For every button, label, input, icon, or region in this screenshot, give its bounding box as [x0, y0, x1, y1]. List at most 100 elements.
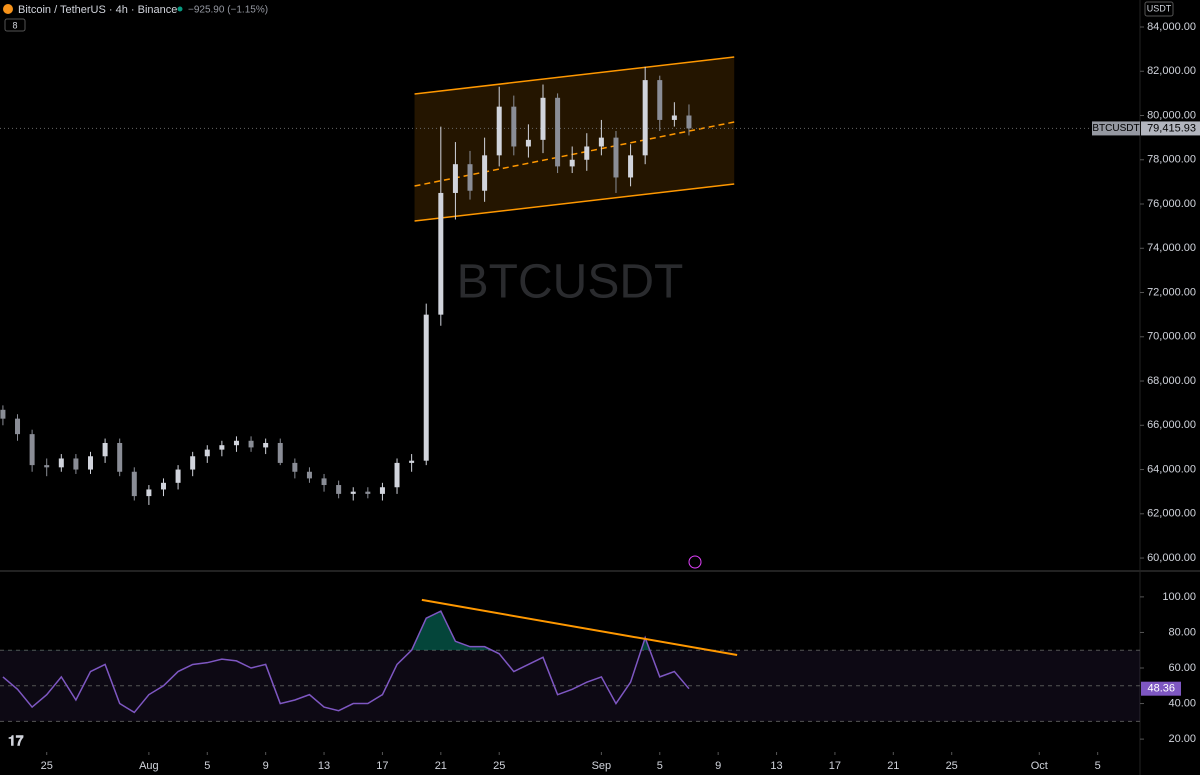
x-tick-label: 21 [887, 760, 899, 772]
currency: USDT [1147, 3, 1172, 13]
x-tick-label: 13 [770, 760, 782, 772]
candle-body [219, 445, 225, 450]
candle-body [15, 418, 21, 435]
x-tick-label: Oct [1031, 760, 1048, 772]
y-tick-label: 68,000.00 [1147, 375, 1196, 387]
candle-body [321, 478, 327, 486]
x-tick-label: 5 [1095, 760, 1101, 772]
logo: 𝟏𝟕 [8, 733, 24, 749]
candle-body [336, 485, 342, 494]
currency-button[interactable] [1144, 1, 1174, 17]
y-tick-label: 60.00 [1168, 662, 1196, 674]
symbol-title: Bitcoin / TetherUS · 4h · Binance [18, 4, 177, 16]
y-tick-label: 80.00 [1168, 626, 1196, 638]
status-dot [177, 6, 183, 12]
x-tick-label: 17 [829, 760, 841, 772]
y-tick-label: 72,000.00 [1147, 286, 1196, 298]
price-tag-box [1141, 121, 1200, 136]
candle-body [511, 106, 517, 147]
candle-body [44, 465, 50, 468]
candle-body [423, 314, 429, 461]
indicator-toggle[interactable] [4, 18, 26, 32]
candle-body [29, 434, 35, 466]
candle-body [58, 458, 64, 468]
x-tick-label: 25 [946, 760, 958, 772]
price-tag-symbol: BTCUSDT [1092, 123, 1139, 134]
x-tick-label: 17 [376, 760, 388, 772]
candle-body [117, 442, 123, 472]
candle-body [306, 471, 312, 479]
candle-body [540, 97, 546, 140]
channel-fill [414, 57, 735, 222]
candle-body [496, 106, 502, 156]
rsi-trendline [421, 598, 738, 657]
x-tick-label: 9 [715, 760, 721, 772]
x-tick-label: 25 [41, 760, 53, 772]
x-tick-label: 13 [318, 760, 330, 772]
price-tag-label: 79,415.93 [1147, 122, 1196, 134]
event-icon[interactable] [688, 555, 702, 569]
watermark: BTCUSDT [457, 256, 684, 309]
x-tick-label: Aug [139, 760, 159, 772]
x-tick-label: 21 [435, 760, 447, 772]
y-tick-label: 60,000.00 [1147, 552, 1196, 564]
candle-body [598, 137, 604, 147]
coin-icon [3, 4, 13, 14]
candle-body [613, 137, 619, 178]
x-tick-label: 25 [493, 760, 505, 772]
candle-body [190, 456, 196, 470]
y-tick-label: 74,000.00 [1147, 242, 1196, 254]
candle-body [350, 491, 356, 494]
candle-body [584, 146, 590, 160]
candle-body [525, 139, 531, 147]
rsi-value-tag [1141, 681, 1181, 696]
y-tick-label: 76,000.00 [1147, 198, 1196, 210]
candle-body [438, 192, 444, 315]
candle-body [87, 456, 93, 470]
candle-body [73, 458, 79, 470]
y-tick-label: 70,000.00 [1147, 331, 1196, 343]
y-tick-label: 66,000.00 [1147, 419, 1196, 431]
candle-body [0, 409, 6, 419]
candle-body [657, 80, 663, 120]
candle-body [467, 164, 473, 191]
candle-body [263, 442, 269, 448]
candle-body [686, 115, 692, 129]
candle-body [131, 471, 137, 497]
candle-body [204, 449, 210, 457]
candle-body [642, 80, 648, 156]
y-tick-label: 100.00 [1162, 591, 1196, 603]
candle-body [569, 159, 575, 167]
y-tick-label: 62,000.00 [1147, 508, 1196, 520]
candle-body [671, 115, 677, 120]
channel-lower [414, 183, 735, 222]
indicator-count: 8 [12, 20, 17, 30]
rsi-line [2, 610, 690, 714]
y-tick-label: 78,000.00 [1147, 154, 1196, 166]
candle-body [394, 462, 400, 488]
y-tick-label: 40.00 [1168, 697, 1196, 709]
y-tick-label: 84,000.00 [1147, 21, 1196, 33]
x-tick-label: 9 [263, 760, 269, 772]
price-change: −925.90 (−1.15%) [188, 5, 268, 16]
overbought-fill [411, 611, 650, 651]
y-tick-label: 82,000.00 [1147, 65, 1196, 77]
candle-body [482, 155, 488, 191]
x-tick-label: Sep [592, 760, 612, 772]
channel-upper [414, 56, 735, 95]
candle-body [146, 489, 152, 497]
price-tag-symbol-box [1092, 121, 1140, 136]
x-tick-label: 5 [204, 760, 210, 772]
y-tick-label: 64,000.00 [1147, 463, 1196, 475]
candle-body [248, 440, 254, 448]
candle-body [102, 442, 108, 457]
candle-body [365, 491, 371, 494]
x-tick-label: 5 [657, 760, 663, 772]
y-tick-label: 80,000.00 [1147, 109, 1196, 121]
candle-body [277, 442, 283, 463]
candle-body [452, 164, 458, 193]
candle-body [409, 460, 415, 463]
y-tick-label: 20.00 [1168, 733, 1196, 745]
